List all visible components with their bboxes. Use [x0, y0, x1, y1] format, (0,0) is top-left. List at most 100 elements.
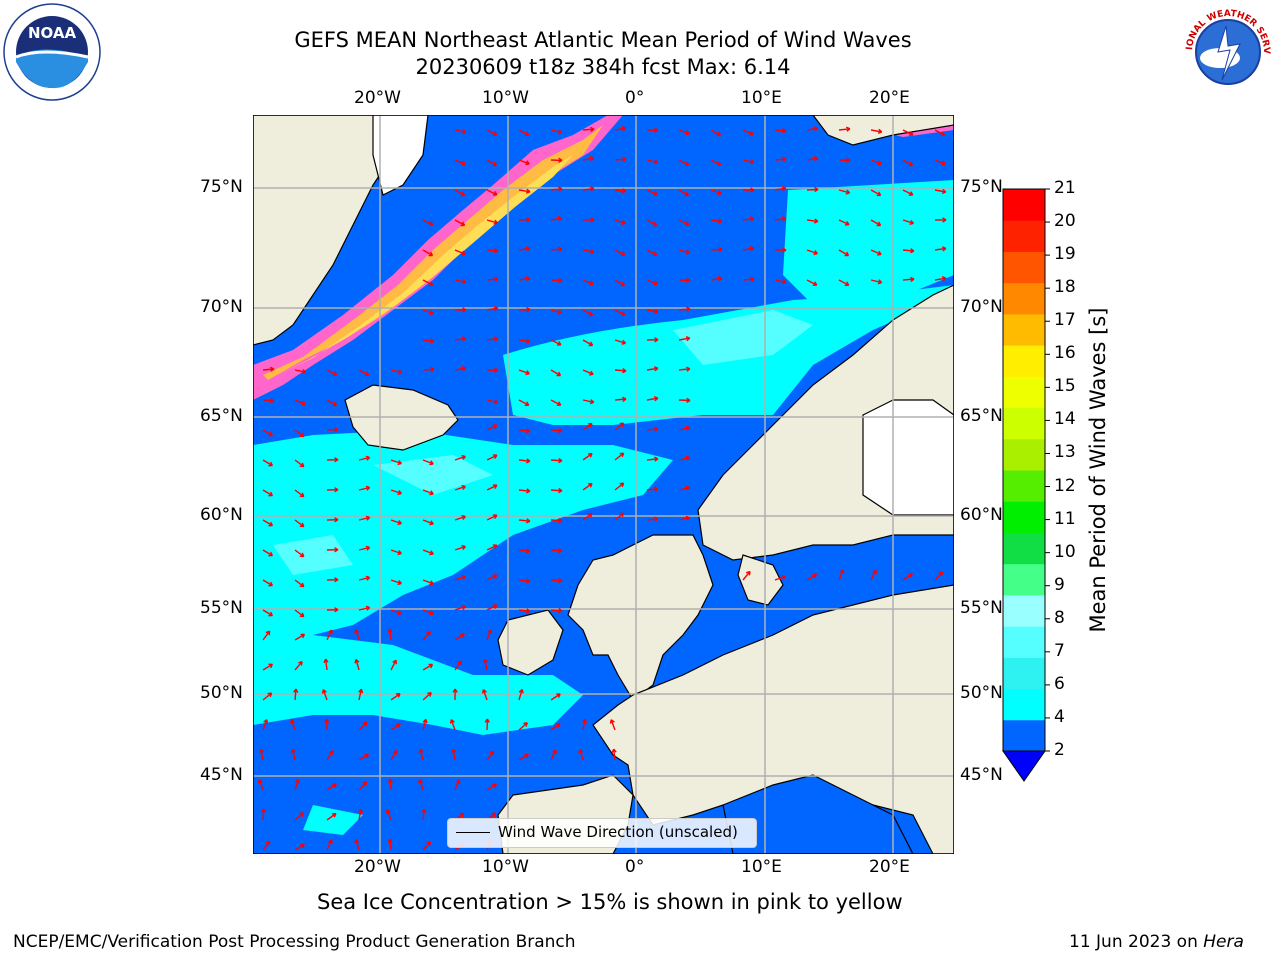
wind-wave-arrowhead [396, 723, 401, 728]
wind-wave-arrow [422, 663, 433, 671]
wind-wave-arrow [582, 483, 593, 491]
wind-wave-arrow [390, 489, 402, 495]
wind-wave-arrow [486, 399, 498, 404]
wind-wave-arrow [582, 423, 593, 431]
wind-wave-arrowhead [619, 422, 625, 428]
wind-wave-arrowhead [387, 838, 393, 843]
wind-wave-arrow [518, 689, 523, 701]
wind-wave-arrowhead [941, 160, 946, 166]
wind-wave-arrow [550, 369, 561, 377]
wind-wave-arrowhead [331, 812, 337, 818]
gulf-of-bothnia [862, 399, 954, 516]
wind-wave-arrow [550, 339, 562, 346]
wind-wave-arrowhead [557, 309, 563, 315]
wind-wave-arrowhead [717, 276, 723, 282]
colorbar-segment [1003, 657, 1045, 690]
wind-wave-arrowhead [290, 748, 296, 754]
wind-wave-arrow [326, 369, 338, 376]
wind-wave-arrow [482, 689, 488, 701]
wind-wave-arrow [358, 606, 370, 611]
wind-wave-arrow [582, 453, 593, 461]
wind-wave-arrowhead [556, 341, 562, 346]
wind-wave-arrow [518, 369, 530, 375]
wind-wave-arrowhead [622, 156, 627, 163]
lat-tick-right: 55°N [960, 598, 1003, 618]
wind-wave-arrowhead [428, 663, 434, 669]
wind-wave-arrow [262, 429, 273, 437]
wind-wave-arrow [902, 129, 914, 136]
footer-credit: NCEP/EMC/Verification Post Processing Pr… [13, 932, 576, 952]
colorbar [1002, 188, 1050, 782]
colorbar-tick-label: 7 [1054, 640, 1065, 661]
wind-wave-arrowhead [941, 188, 947, 195]
wind-wave-arrowhead [299, 492, 305, 498]
colorbar-segment [1003, 251, 1045, 284]
wind-wave-arrow [806, 127, 819, 131]
wind-wave-arrowhead [461, 366, 467, 372]
wind-wave-arrowhead [782, 247, 787, 253]
wind-wave-arrowhead [429, 490, 434, 496]
wind-wave-arrow [326, 813, 337, 821]
wind-wave-arrowhead [620, 311, 626, 316]
wind-wave-arrow [422, 489, 434, 495]
wind-wave-arrow [614, 219, 626, 224]
wind-wave-arrowhead [460, 221, 466, 227]
wind-wave-arrowhead [526, 608, 531, 614]
wind-wave-arrowhead [717, 190, 722, 196]
wind-wave-arrow [902, 159, 913, 167]
wind-wave-arrowhead [426, 841, 431, 846]
colorbar-segment [1003, 470, 1045, 502]
colorbar-segment [1003, 282, 1045, 315]
wind-wave-arrowhead [481, 689, 487, 694]
wind-wave-arrowhead [397, 520, 402, 526]
wind-wave-arrowhead [814, 186, 819, 193]
wind-wave-arrowhead [258, 748, 265, 754]
wind-wave-arrowhead [581, 718, 588, 724]
wind-wave-arrowhead [269, 366, 275, 372]
wind-wave-arrowhead [558, 157, 563, 163]
wind-wave-arrowhead [429, 580, 434, 586]
wind-wave-arrow [582, 513, 593, 521]
wind-wave-arrow [486, 783, 497, 791]
wind-wave-arrowhead [460, 633, 466, 639]
wind-wave-arrowhead [525, 188, 531, 194]
wind-wave-arrow [324, 659, 328, 671]
wind-wave-arrow [422, 549, 434, 555]
wind-wave-arrow [454, 337, 467, 341]
wind-wave-arrowhead [430, 338, 435, 344]
wind-wave-arrow [422, 279, 434, 286]
wind-wave-arrow [326, 750, 334, 761]
wind-wave-arrowhead [397, 369, 403, 375]
wind-wave-arrow [934, 571, 944, 581]
wind-wave-arrowhead [387, 778, 394, 783]
wind-wave-arrow [486, 159, 497, 167]
wind-wave-arrow [486, 307, 498, 311]
wind-wave-arrowhead [358, 688, 364, 694]
wind-wave-arrowhead [558, 277, 563, 284]
wind-wave-arrowhead [589, 248, 595, 255]
wind-wave-arrowhead [268, 461, 274, 467]
wind-wave-arrowhead [609, 719, 615, 724]
map-legend: Wind Wave Direction (unscaled) [447, 818, 757, 848]
wind-wave-arrow [614, 158, 627, 161]
wind-wave-arrow [678, 486, 690, 491]
wind-wave-arrow [294, 843, 305, 851]
colorbar-tick-label: 6 [1054, 673, 1065, 694]
wind-wave-arrowhead [654, 516, 659, 522]
wind-wave-arrowhead [268, 521, 274, 527]
lat-tick-right: 50°N [960, 683, 1003, 703]
wind-wave-arrowhead [587, 452, 593, 458]
wind-wave-arrowhead [557, 216, 563, 222]
wind-wave-arrowhead [365, 545, 371, 551]
lat-tick-right: 60°N [960, 505, 1003, 525]
wind-wave-arrowhead [813, 156, 819, 162]
lat-tick-left: 65°N [200, 406, 243, 426]
wind-wave-arrow [454, 249, 466, 255]
wind-wave-arrow [550, 279, 563, 282]
wind-wave-arrowhead [290, 719, 296, 724]
wind-wave-arrowhead [654, 127, 659, 133]
wind-wave-arrowhead [257, 779, 263, 784]
wind-wave-arrow [678, 279, 691, 282]
wind-wave-arrow [518, 308, 531, 311]
wind-wave-arrowhead [365, 455, 371, 461]
